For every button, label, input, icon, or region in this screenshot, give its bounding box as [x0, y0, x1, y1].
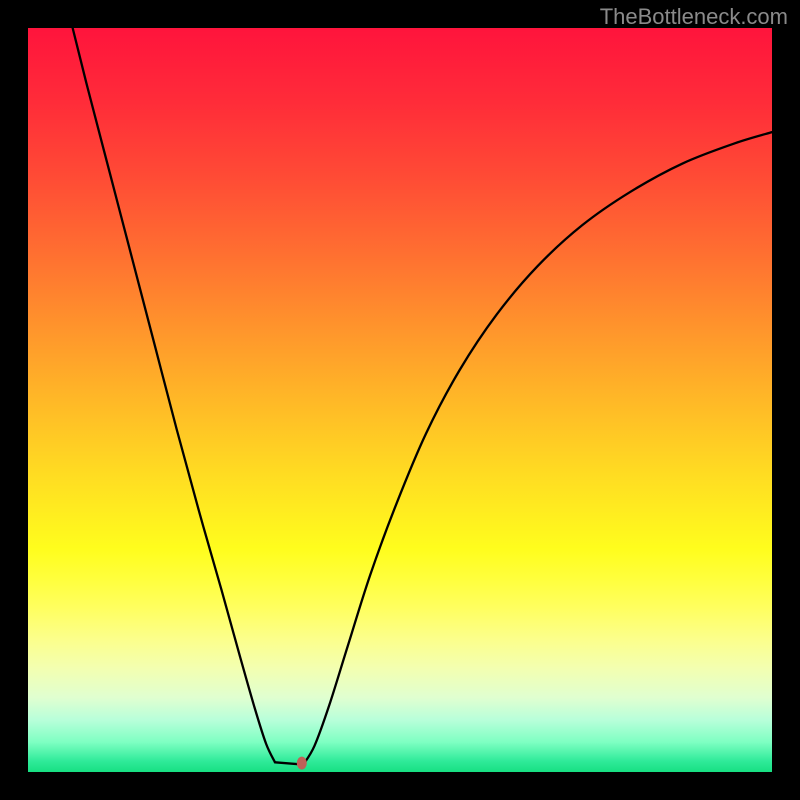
chart-container: TheBottleneck.com	[0, 0, 800, 800]
watermark-text: TheBottleneck.com	[600, 4, 788, 30]
bottleneck-marker	[297, 757, 307, 770]
curve-path	[303, 132, 772, 764]
plot-area	[28, 28, 772, 772]
curve-path	[73, 28, 275, 762]
curve-overlay	[28, 28, 772, 772]
